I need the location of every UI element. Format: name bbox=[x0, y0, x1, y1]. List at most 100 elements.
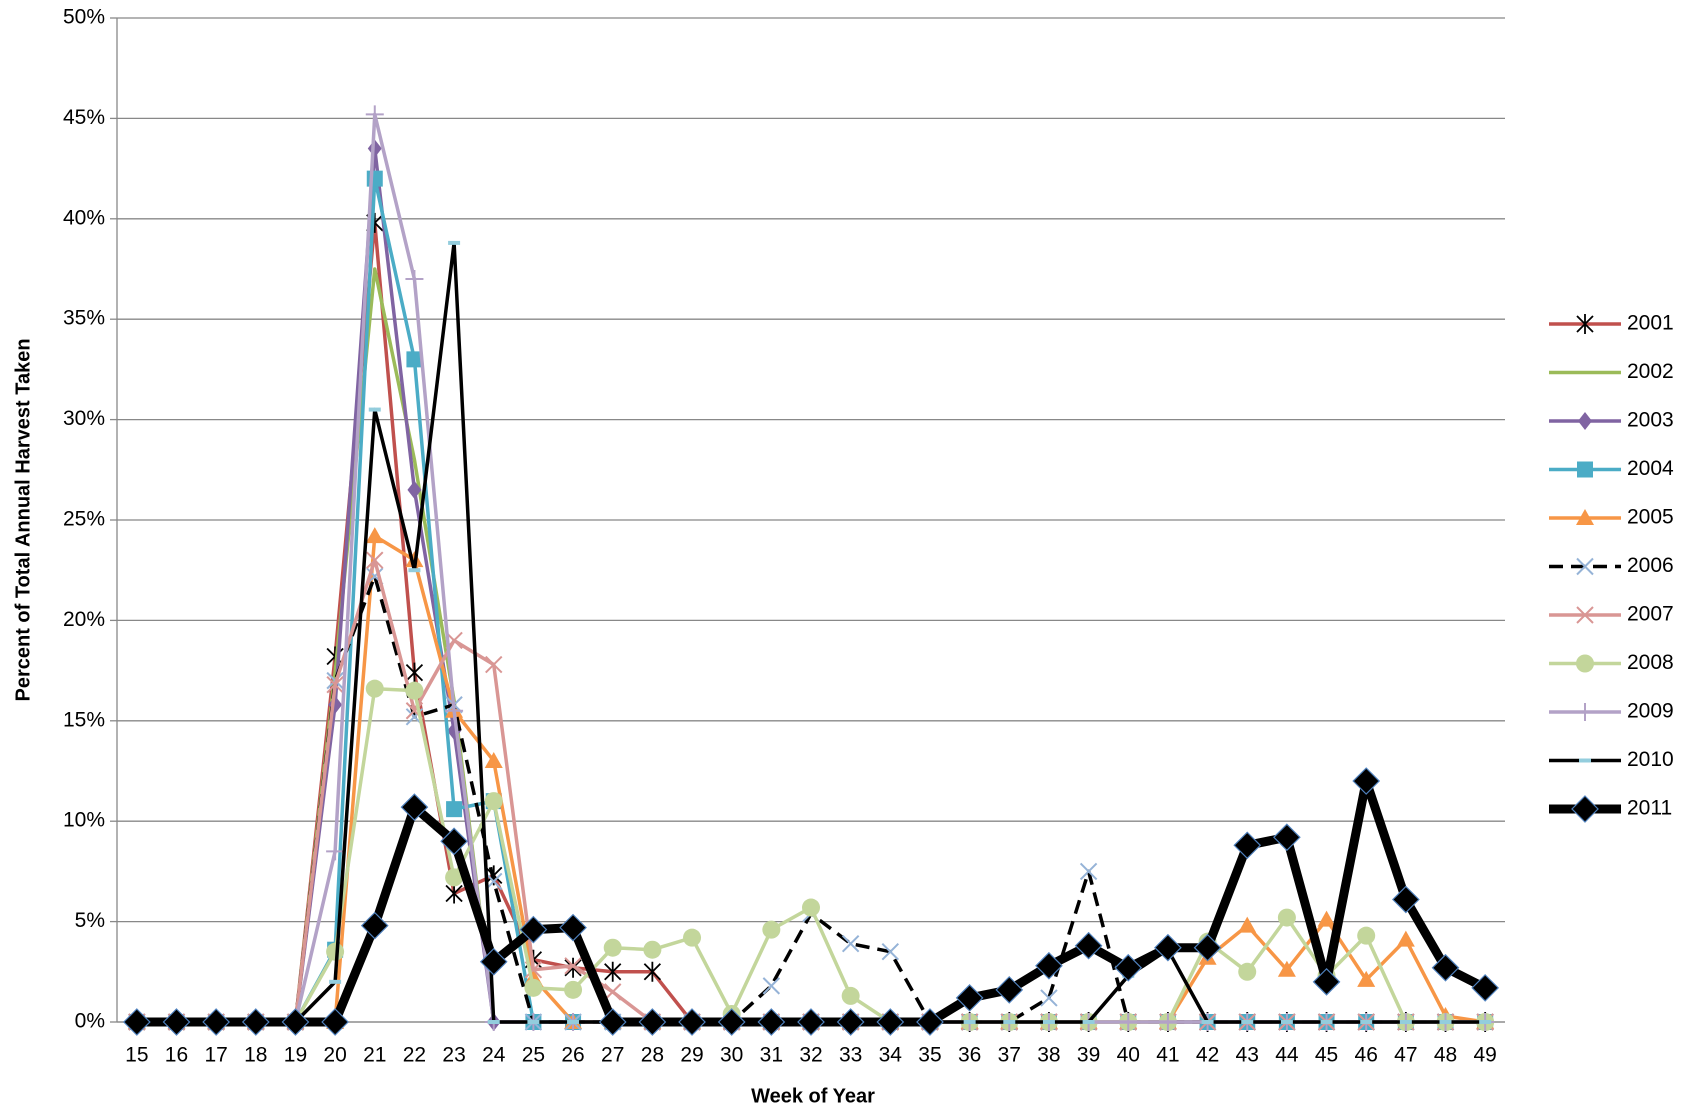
marker bbox=[241, 1008, 270, 1036]
x-tick-label: 35 bbox=[918, 1044, 941, 1067]
marker bbox=[603, 938, 622, 957]
x-tick-label: 26 bbox=[561, 1044, 584, 1067]
marker bbox=[1277, 908, 1296, 927]
marker bbox=[841, 934, 860, 953]
marker bbox=[484, 751, 503, 768]
marker bbox=[1471, 974, 1500, 1002]
marker bbox=[1312, 967, 1341, 996]
marker bbox=[1352, 767, 1381, 795]
x-tick-label: 31 bbox=[760, 1044, 783, 1067]
series bbox=[128, 567, 1494, 1031]
marker bbox=[1571, 795, 1599, 823]
x-tick-label: 33 bbox=[839, 1044, 862, 1067]
marker bbox=[876, 1008, 905, 1036]
x-tick-label: 19 bbox=[284, 1044, 307, 1067]
marker bbox=[762, 920, 781, 939]
marker bbox=[638, 1008, 667, 1036]
marker bbox=[1154, 933, 1182, 962]
x-tick-label: 39 bbox=[1077, 1044, 1100, 1067]
x-tick-label: 41 bbox=[1156, 1044, 1179, 1067]
x-tick-label: 28 bbox=[641, 1044, 664, 1067]
series bbox=[129, 139, 1493, 1031]
marker bbox=[1158, 1013, 1177, 1031]
x-tick-label: 23 bbox=[442, 1044, 465, 1067]
series bbox=[127, 105, 1495, 1031]
marker bbox=[407, 480, 422, 499]
marker bbox=[122, 1008, 151, 1036]
x-tick-label: 40 bbox=[1117, 1044, 1140, 1067]
marker bbox=[1396, 930, 1415, 947]
marker bbox=[405, 270, 424, 289]
marker bbox=[598, 1008, 627, 1036]
y-axis-title: Percent of Total Annual Harvest Taken bbox=[12, 338, 34, 701]
x-tick-label: 20 bbox=[323, 1044, 346, 1067]
marker bbox=[365, 679, 384, 698]
marker bbox=[365, 105, 384, 124]
marker bbox=[326, 942, 345, 961]
marker bbox=[405, 662, 424, 683]
marker bbox=[445, 883, 463, 904]
marker bbox=[564, 957, 582, 975]
x-tick-label: 30 bbox=[720, 1044, 743, 1067]
marker bbox=[955, 984, 984, 1012]
marker bbox=[321, 1008, 349, 1036]
y-tick-label: 15% bbox=[63, 708, 105, 731]
marker bbox=[479, 947, 508, 976]
legend-label: 2007 bbox=[1627, 603, 1674, 626]
marker bbox=[1576, 703, 1594, 721]
marker bbox=[484, 792, 503, 811]
x-tick-label: 21 bbox=[363, 1044, 386, 1067]
marker bbox=[1576, 557, 1594, 576]
y-tick-label: 50% bbox=[63, 6, 105, 29]
legend-label: 2006 bbox=[1627, 554, 1674, 577]
x-tick-label: 45 bbox=[1315, 1044, 1338, 1067]
marker bbox=[757, 1008, 786, 1036]
y-tick-label: 5% bbox=[75, 909, 105, 932]
marker bbox=[678, 1008, 706, 1036]
marker bbox=[365, 527, 384, 544]
x-tick-label: 25 bbox=[522, 1044, 545, 1067]
y-tick-label: 0% bbox=[75, 1010, 105, 1033]
x-tick-label: 17 bbox=[204, 1044, 227, 1067]
marker bbox=[881, 943, 900, 961]
series bbox=[122, 767, 1500, 1036]
legend-label: 2009 bbox=[1627, 700, 1674, 723]
x-tick-label: 27 bbox=[601, 1044, 624, 1067]
x-tick-label: 16 bbox=[165, 1044, 188, 1067]
marker bbox=[604, 983, 622, 1001]
marker bbox=[366, 551, 384, 569]
marker bbox=[1040, 989, 1058, 1007]
legend-label: 2001 bbox=[1627, 312, 1674, 335]
marker bbox=[1193, 933, 1222, 962]
x-tick-label: 37 bbox=[998, 1044, 1021, 1067]
x-tick-label: 46 bbox=[1355, 1044, 1378, 1067]
x-axis-title: Week of Year bbox=[751, 1085, 875, 1107]
marker bbox=[1079, 862, 1098, 881]
legend-label: 2004 bbox=[1627, 457, 1674, 480]
legend-label: 2005 bbox=[1627, 506, 1674, 529]
legend-label: 2002 bbox=[1627, 360, 1674, 383]
marker bbox=[802, 898, 820, 917]
x-tick-label: 42 bbox=[1196, 1044, 1219, 1067]
marker bbox=[400, 793, 429, 821]
x-tick-label: 34 bbox=[879, 1044, 903, 1067]
marker bbox=[797, 1008, 825, 1036]
marker bbox=[643, 940, 662, 959]
marker bbox=[202, 1008, 230, 1036]
marker bbox=[445, 868, 464, 887]
marker bbox=[1357, 926, 1376, 945]
marker bbox=[405, 681, 424, 700]
x-tick-label: 38 bbox=[1037, 1044, 1060, 1067]
marker bbox=[1576, 509, 1594, 525]
marker bbox=[1119, 1013, 1138, 1031]
marker bbox=[485, 655, 503, 674]
marker bbox=[1576, 314, 1594, 334]
marker bbox=[1578, 412, 1592, 430]
marker bbox=[762, 977, 781, 995]
series bbox=[127, 679, 1495, 1031]
marker bbox=[1392, 885, 1420, 914]
marker bbox=[1577, 461, 1593, 478]
x-tick-label: 44 bbox=[1275, 1044, 1299, 1067]
x-tick-label: 18 bbox=[244, 1044, 267, 1067]
x-tick-label: 49 bbox=[1473, 1044, 1496, 1067]
